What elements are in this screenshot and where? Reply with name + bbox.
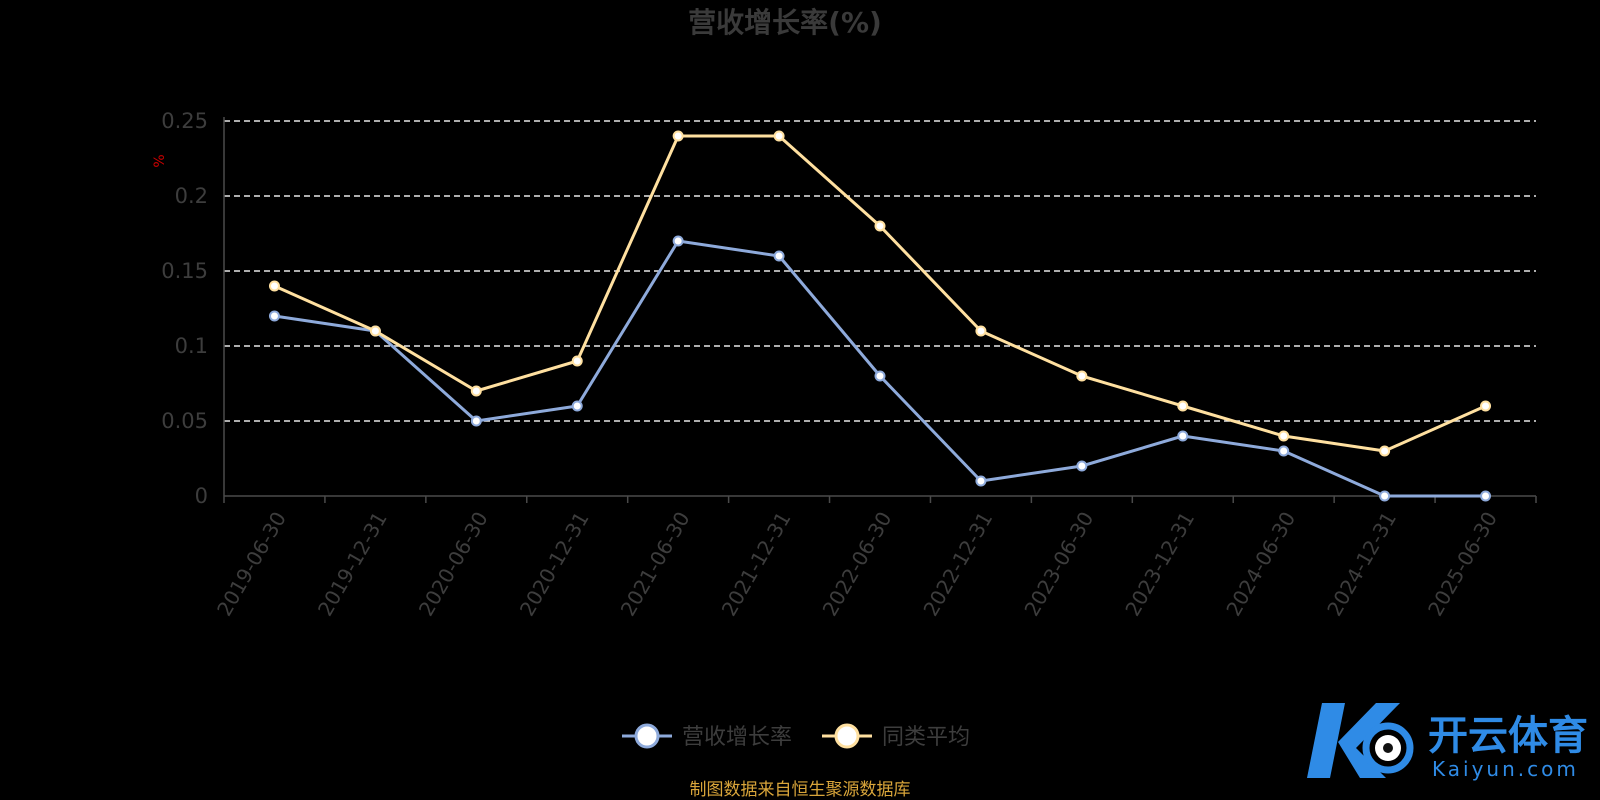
x-tick-label: 2019-12-31 [313, 508, 392, 621]
source-note: 制图数据来自恒生聚源数据库 [690, 780, 911, 800]
x-tick-label: 2025-06-30 [1423, 508, 1502, 621]
data-point [1076, 460, 1088, 472]
data-point [672, 130, 684, 142]
legend-label-peer-average: 同类平均 [882, 725, 970, 750]
data-point [1278, 430, 1290, 442]
y-tick-label: 0 [195, 484, 208, 508]
data-point [1278, 445, 1290, 457]
x-tick-label: 2023-06-30 [1019, 508, 1098, 621]
data-point [773, 250, 785, 262]
x-tick-label: 2019-06-30 [212, 508, 291, 621]
data-point [1480, 490, 1492, 502]
watermark-name-en: Kaiyun.com [1432, 757, 1579, 781]
data-point [975, 475, 987, 487]
series-lines [268, 130, 1492, 502]
kaiyun-logo-icon [1307, 703, 1414, 778]
y-tick-label: 0.2 [175, 184, 208, 208]
legend-marker-icon [834, 723, 860, 749]
x-tick-label: 2022-12-31 [918, 508, 997, 621]
x-tick-labels: 2019-06-30 2019-12-31 2020-06-30 2020-12-31… [212, 508, 1502, 621]
x-tick-label: 2021-12-31 [717, 508, 796, 621]
x-tick-label: 2023-12-31 [1120, 508, 1199, 621]
y-tick-label: 0.1 [175, 334, 208, 358]
series-0 [268, 235, 1492, 502]
axes [223, 117, 1537, 503]
x-tick-label: 2020-06-30 [414, 508, 493, 621]
data-point [1379, 445, 1391, 457]
data-point [773, 130, 785, 142]
watermark-name-cn: 开云体育 [1428, 713, 1588, 759]
data-point [268, 280, 280, 292]
watermark-logo: 开云体育 Kaiyun.com [1307, 703, 1588, 781]
data-point [672, 235, 684, 247]
data-point [268, 310, 280, 322]
data-point [1177, 430, 1189, 442]
data-point [571, 355, 583, 367]
y-tick-label: 0.05 [161, 409, 208, 433]
data-point [1379, 490, 1391, 502]
data-point [571, 400, 583, 412]
data-point [470, 415, 482, 427]
data-point [1177, 400, 1189, 412]
legend[interactable]: 营收增长率 同类平均 [622, 723, 970, 750]
data-point [1480, 400, 1492, 412]
series-line [274, 239, 1486, 498]
x-tick-label: 2021-06-30 [616, 508, 695, 621]
y-axis-unit: % [152, 154, 168, 167]
x-tick-label: 2024-12-31 [1322, 508, 1401, 621]
series-1 [268, 130, 1492, 457]
legend-item-peer-average[interactable]: 同类平均 [822, 723, 970, 750]
y-tick-label: 0.25 [161, 109, 208, 133]
grid-lines [224, 120, 1536, 422]
chart-title: 营收增长率(%) [688, 6, 882, 39]
data-point [874, 370, 886, 382]
data-point [1076, 370, 1088, 382]
data-point [470, 385, 482, 397]
legend-item-revenue-growth[interactable]: 营收增长率 [622, 723, 792, 750]
legend-marker-icon [634, 723, 660, 749]
y-tick-labels: 0 0.05 0.1 0.15 0.2 0.25 [161, 109, 208, 508]
x-tick-label: 2022-06-30 [818, 508, 897, 621]
data-point [874, 220, 886, 232]
x-tick-label: 2024-06-30 [1221, 508, 1300, 621]
legend-label-revenue-growth: 营收增长率 [682, 725, 792, 750]
data-point [369, 325, 381, 337]
data-point [975, 325, 987, 337]
y-tick-label: 0.15 [161, 259, 208, 283]
x-tick-label: 2020-12-31 [515, 508, 594, 621]
